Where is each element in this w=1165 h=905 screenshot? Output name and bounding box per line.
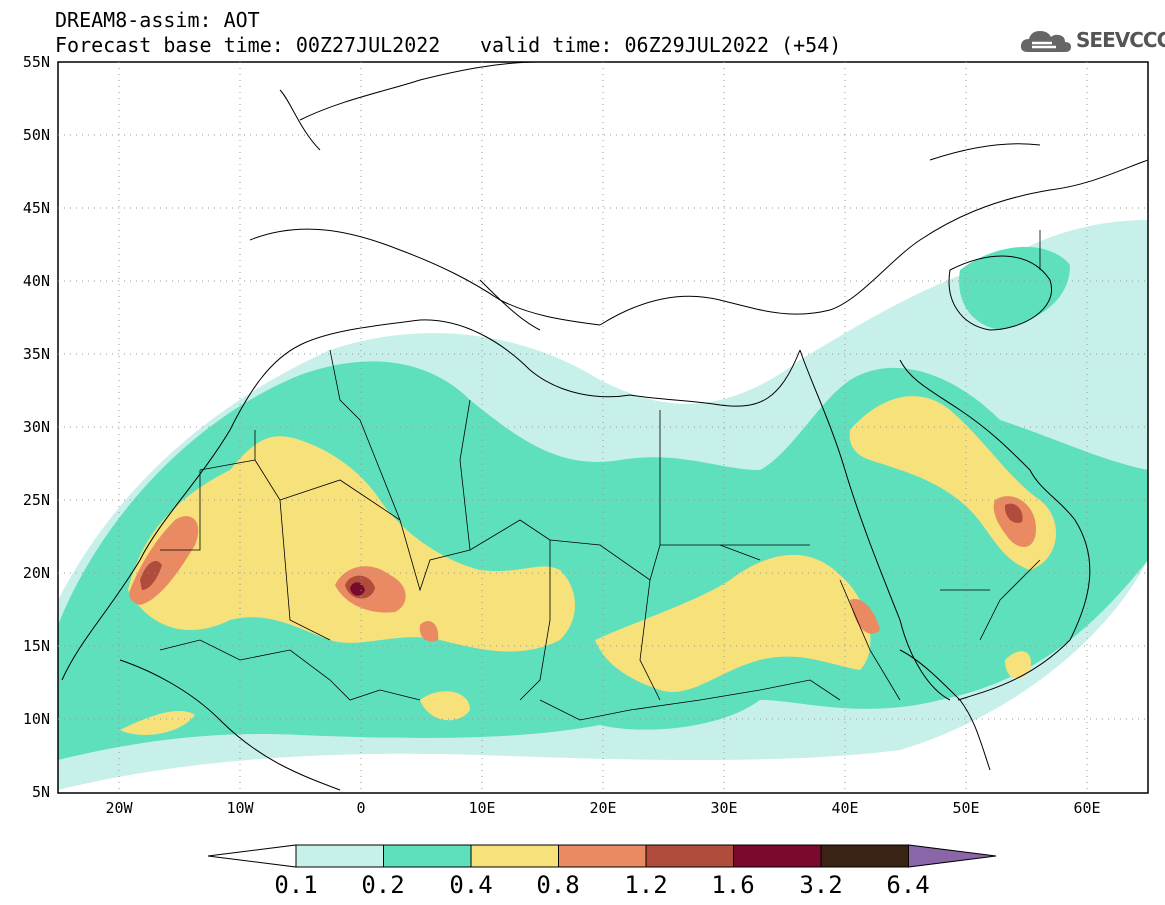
colorbar-label: 0.2 xyxy=(361,871,404,899)
coastlines xyxy=(61,62,1148,791)
colorbar-segment xyxy=(645,844,734,868)
colorbar-segment xyxy=(733,844,822,868)
colorbar-label: 0.1 xyxy=(274,871,317,899)
valid-time: valid time: 06Z29JUL2022 (+54) xyxy=(480,33,842,57)
colorbar-segment xyxy=(470,844,559,868)
logo-text: SEEVCCC xyxy=(1076,28,1165,52)
lat-axis: 55N 50N 45N 40N 35N 30N 25N 20N 15N 10N … xyxy=(23,53,50,801)
colorbar-high-arrow xyxy=(908,844,997,868)
lon-label: 30E xyxy=(710,799,737,817)
lon-label: 20E xyxy=(589,799,616,817)
lon-label: 20W xyxy=(105,799,133,817)
colorbar-label: 0.4 xyxy=(449,871,492,899)
lon-label: 60E xyxy=(1073,799,1100,817)
colorbar-label: 3.2 xyxy=(799,871,842,899)
map-title: DREAM8-assim: AOT xyxy=(55,8,260,32)
lon-label: 10W xyxy=(226,799,254,817)
lat-label: 55N xyxy=(23,53,50,71)
colorbar-low-arrow xyxy=(207,844,297,868)
borders xyxy=(159,230,1041,721)
forecast-base-time: Forecast base time: 00Z27JUL2022 xyxy=(55,33,441,57)
lon-label: 10E xyxy=(468,799,495,817)
seevccc-logo: SEEVCCC xyxy=(1018,26,1165,56)
lon-label: 50E xyxy=(952,799,979,817)
lat-label: 25N xyxy=(23,491,50,509)
colorbar-segment xyxy=(558,844,647,868)
colorbar-label: 0.8 xyxy=(536,871,579,899)
lon-label: 0 xyxy=(356,799,365,817)
colorbar-label: 1.2 xyxy=(624,871,667,899)
colorbar-labels: 0.1 0.2 0.4 0.8 1.2 1.6 3.2 6.4 xyxy=(274,871,929,899)
colorbar-label: 6.4 xyxy=(886,871,929,899)
lon-axis: 20W 10W 0 10E 20E 30E 40E 50E 60E xyxy=(105,799,1100,817)
lat-label: 40N xyxy=(23,272,50,290)
lat-label: 20N xyxy=(23,564,50,582)
lon-label: 40E xyxy=(831,799,858,817)
colorbar-label: 1.6 xyxy=(711,871,754,899)
lat-label: 30N xyxy=(23,418,50,436)
colorbar-segment xyxy=(295,844,384,868)
lat-label: 15N xyxy=(23,637,50,655)
colorbar xyxy=(207,844,997,868)
cloud-icon xyxy=(1020,31,1071,52)
lat-label: 35N xyxy=(23,345,50,363)
lat-label: 50N xyxy=(23,126,50,144)
colorbar-segment xyxy=(820,844,909,868)
colorbar-segment xyxy=(383,844,472,868)
lat-label: 10N xyxy=(23,710,50,728)
lat-label: 5N xyxy=(32,783,50,801)
lat-label: 45N xyxy=(23,199,50,217)
